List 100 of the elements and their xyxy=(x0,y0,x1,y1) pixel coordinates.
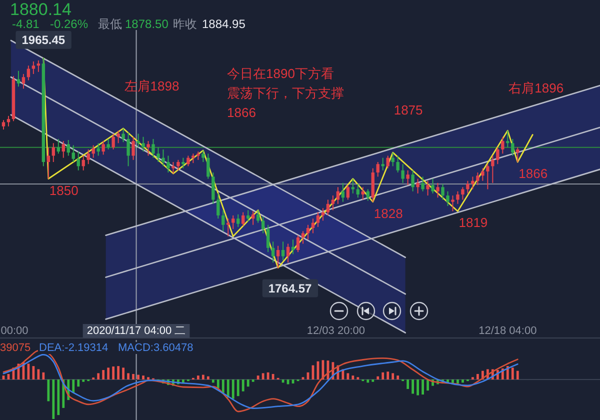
candlestick xyxy=(491,155,494,184)
bar xyxy=(132,374,134,380)
candlestick xyxy=(46,146,50,180)
candlestick xyxy=(202,150,205,162)
bar xyxy=(266,372,270,380)
annotation: MACD:3.60478 xyxy=(118,342,194,354)
annotation: 右肩1896 xyxy=(508,80,564,96)
candlestick xyxy=(32,60,36,74)
bar xyxy=(246,380,250,387)
candlestick xyxy=(311,218,315,234)
candlestick xyxy=(356,184,360,198)
candlestick xyxy=(276,245,280,269)
candlestick xyxy=(92,144,95,158)
bar xyxy=(456,380,459,384)
bar xyxy=(511,368,514,380)
candlestick xyxy=(416,178,420,194)
annotation: 1866 xyxy=(518,166,548,181)
candlestick xyxy=(246,210,250,222)
bar xyxy=(206,376,210,380)
candlestick xyxy=(476,172,480,186)
candlestick xyxy=(102,140,105,156)
candlestick xyxy=(82,155,85,171)
candlestick xyxy=(361,186,364,200)
bar xyxy=(52,380,55,419)
candlestick xyxy=(162,148,165,167)
bar xyxy=(426,380,429,391)
bar xyxy=(242,380,244,392)
candlestick xyxy=(446,190,450,206)
candlestick xyxy=(441,184,444,200)
candlestick xyxy=(266,224,270,253)
annotation: 1884.95 xyxy=(202,17,246,31)
candlestick xyxy=(436,182,440,198)
candlestick xyxy=(26,65,30,81)
bar xyxy=(422,380,424,395)
x-tick-label: 2020/11/17 04:00 二 xyxy=(86,325,186,337)
bar xyxy=(182,380,184,383)
candlestick xyxy=(192,153,195,164)
bar xyxy=(232,380,234,399)
candlestick xyxy=(386,155,390,169)
x-tick-label: 00:00 xyxy=(0,325,28,337)
bar xyxy=(382,372,384,380)
candlestick xyxy=(291,239,295,255)
candlestick xyxy=(366,188,370,202)
candlestick xyxy=(466,180,470,194)
annotation: 1819 xyxy=(458,215,488,230)
annotation: -4.81 xyxy=(12,17,40,31)
candlestick xyxy=(396,155,400,173)
candlestick xyxy=(106,138,110,150)
candlestick xyxy=(406,170,410,186)
candlestick xyxy=(321,208,325,222)
candlestick xyxy=(156,146,160,162)
candlestick xyxy=(306,224,310,240)
candlestick xyxy=(431,178,434,194)
bar xyxy=(222,380,224,394)
candlestick xyxy=(62,140,65,158)
candlestick xyxy=(301,230,305,244)
bar xyxy=(406,380,410,389)
bar xyxy=(392,373,394,380)
candlestick xyxy=(296,234,300,253)
bar xyxy=(137,374,140,380)
bar xyxy=(216,380,220,388)
candlestick xyxy=(222,210,225,232)
candlestick xyxy=(426,180,430,196)
candlestick xyxy=(136,133,140,148)
candlestick xyxy=(451,195,454,212)
candlestick xyxy=(236,214,240,228)
candlestick xyxy=(152,138,155,158)
bar xyxy=(202,374,204,380)
bar xyxy=(396,376,400,380)
annotation: 今日在1890下方看 xyxy=(227,66,334,81)
x-tick-label: 12/18 04:00 xyxy=(478,325,537,337)
candlestick xyxy=(52,142,56,162)
candlestick xyxy=(96,142,100,156)
candlestick xyxy=(496,146,500,165)
candlestick xyxy=(461,186,464,200)
bar xyxy=(516,370,519,380)
bar xyxy=(196,376,200,380)
candlestick xyxy=(6,115,10,127)
annotation: 震荡下行，下方支撑 xyxy=(227,86,344,100)
candlestick xyxy=(506,130,510,148)
annotation: 1866 xyxy=(227,105,256,120)
annotation: 最低 xyxy=(98,17,122,31)
candlestick xyxy=(486,164,490,190)
annotation: 1875 xyxy=(394,102,423,118)
candlestick xyxy=(146,140,150,156)
annotation: 1850 xyxy=(49,182,78,198)
candlestick xyxy=(166,155,170,173)
candlestick xyxy=(16,70,20,88)
candlestick xyxy=(126,132,130,167)
candlestick xyxy=(212,172,215,204)
candlestick xyxy=(336,186,340,204)
bar xyxy=(32,366,35,380)
candlestick xyxy=(186,155,190,167)
annotation: 1828 xyxy=(374,206,403,221)
bar xyxy=(122,368,124,380)
bar xyxy=(476,374,479,380)
bar xyxy=(127,373,130,380)
annotation: 1878.50 xyxy=(125,17,169,31)
candlestick xyxy=(22,74,26,90)
bar xyxy=(97,373,100,380)
